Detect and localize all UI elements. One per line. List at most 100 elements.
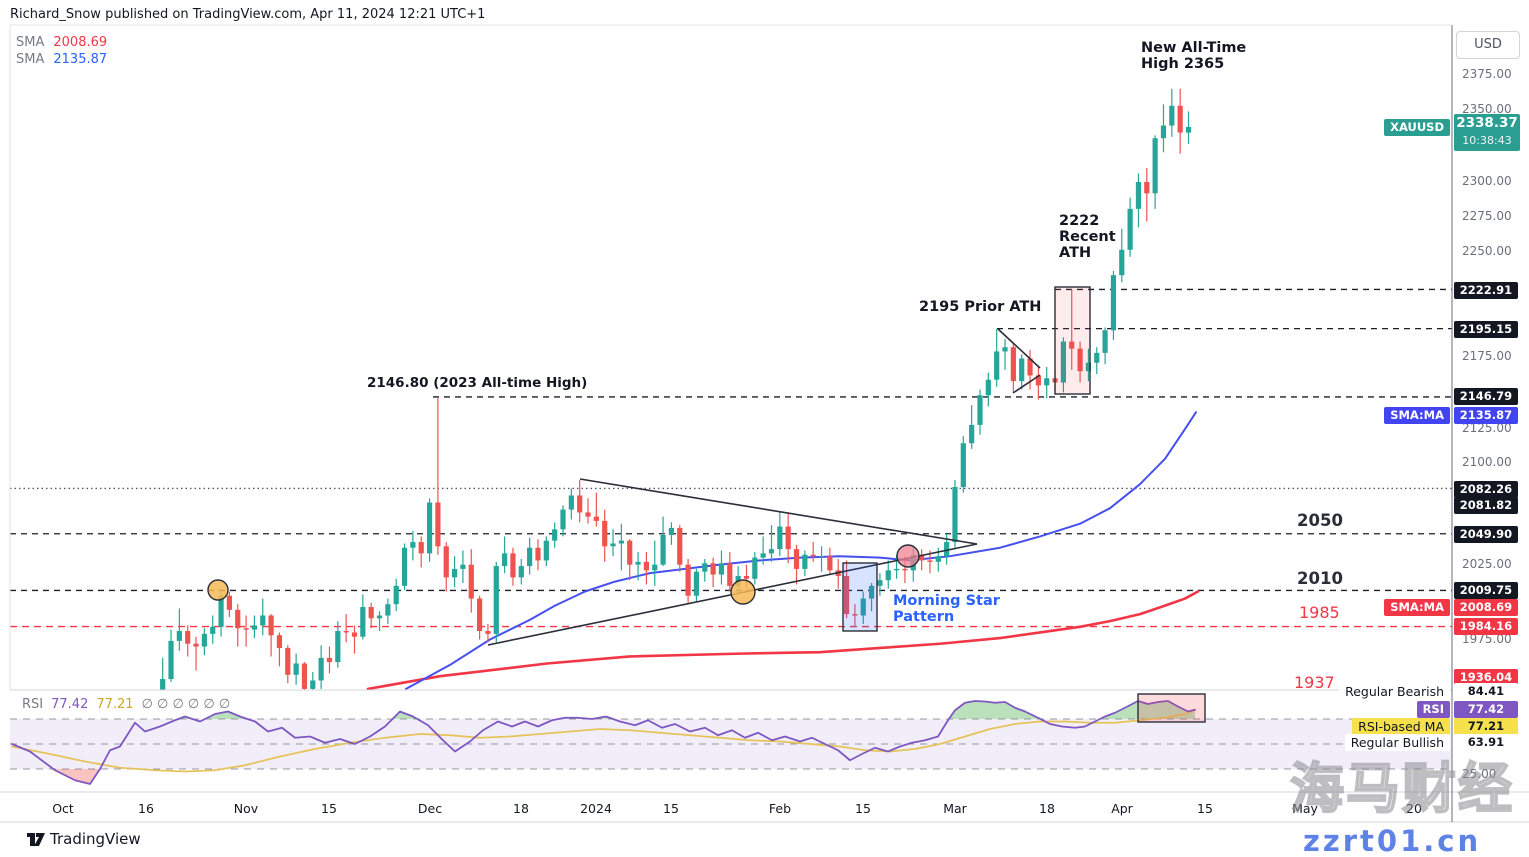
price-tag: 2082.26 xyxy=(1454,481,1518,498)
rsi-hidden-values: ∅ ∅ ∅ ∅ ∅ ∅ xyxy=(141,697,231,712)
time-axis-label: Nov xyxy=(233,801,259,816)
publish-line: Richard_Snow published on TradingView.co… xyxy=(10,7,486,22)
price-tag: 2049.90 xyxy=(1454,526,1518,543)
highlight-box[interactable] xyxy=(1054,286,1091,395)
price-tick: 2175.00 xyxy=(1462,349,1512,363)
price-tag: 2222.91 xyxy=(1454,282,1518,299)
time-axis-label: 20 xyxy=(1406,801,1422,816)
price-tag: 2008.69 xyxy=(1454,599,1518,616)
price-tag: 1936.04 xyxy=(1454,669,1518,686)
time-axis-label: 18 xyxy=(513,801,529,816)
time-axis-label: Apr xyxy=(1111,801,1133,816)
price-tag: 1984.16 xyxy=(1454,618,1518,635)
price-tick: 2100.00 xyxy=(1462,455,1512,469)
rsi-overbought-fill xyxy=(1100,701,1195,719)
legend-value: 2008.69 xyxy=(53,35,108,50)
rsi-line[interactable] xyxy=(11,700,1196,785)
time-axis-label: Mar xyxy=(943,801,967,816)
time-axis-label: Feb xyxy=(768,801,792,816)
watermark-url: zzrt01.cn xyxy=(1303,824,1482,857)
series-tag: Regular Bearish xyxy=(1339,683,1450,700)
price-tag: 2009.75 xyxy=(1454,582,1518,599)
time-axis-label: 18 xyxy=(1039,801,1055,816)
series-tag: XAUUSD xyxy=(1384,119,1450,136)
price-tick: 25.00 xyxy=(1462,767,1497,781)
rsi-value: 77.42 xyxy=(51,697,89,712)
marker-circle[interactable] xyxy=(207,579,229,601)
time-axis-label: May xyxy=(1292,801,1318,816)
price-tag: 63.91 xyxy=(1454,734,1518,751)
chart-annotation: 2010 xyxy=(1297,569,1343,588)
highlight-box[interactable] xyxy=(1137,693,1206,723)
legend-row: SMA 2135.87 xyxy=(16,51,107,68)
price-tick: 2375.00 xyxy=(1462,67,1512,81)
candles-group[interactable] xyxy=(143,88,1192,737)
rsi-overbought-fill xyxy=(205,711,248,719)
highlight-box[interactable] xyxy=(842,562,878,632)
series-tag: Regular Bullish xyxy=(1344,734,1450,751)
rsi-indicator-label: RSI xyxy=(22,697,44,712)
series-tag: SMA:MA xyxy=(1384,407,1450,424)
currency-button[interactable]: USD xyxy=(1456,31,1520,59)
tradingview-logo-icon[interactable] xyxy=(27,832,45,853)
time-axis-label: 15 xyxy=(663,801,679,816)
price-tag: 77.42 xyxy=(1454,701,1518,718)
price-tick: 2025.00 xyxy=(1462,557,1512,571)
legend-label: SMA xyxy=(16,52,45,67)
series-tag: RSI-based MA xyxy=(1352,718,1450,735)
trendline[interactable] xyxy=(1012,374,1041,394)
chart-annotation: New All-Time High 2365 xyxy=(1141,40,1247,72)
trendline[interactable] xyxy=(997,328,1041,369)
chart-annotation: 2146.80 (2023 All-time High) xyxy=(367,375,588,391)
sma-blue-line[interactable] xyxy=(405,411,1197,690)
chart-annotation: 2222 Recent ATH xyxy=(1059,213,1116,261)
tradingview-brand[interactable]: TradingView xyxy=(50,830,141,848)
series-tag: SMA:MA xyxy=(1384,599,1450,616)
legend-value: 2135.87 xyxy=(53,52,108,67)
time-axis-label: 15 xyxy=(855,801,871,816)
trendline[interactable] xyxy=(579,478,978,545)
time-axis-label: Dec xyxy=(417,801,443,816)
rsi-overbought-fill xyxy=(948,701,1041,719)
series-tag: RSI xyxy=(1416,701,1450,718)
time-axis-label: 16 xyxy=(138,801,154,816)
price-tag: 2135.87 xyxy=(1454,407,1518,424)
footer-bar: TradingView xyxy=(0,823,1529,857)
time-axis-label: 15 xyxy=(1197,801,1213,816)
chart-annotation: 2050 xyxy=(1297,511,1343,530)
chart-annotation: 1985 xyxy=(1299,603,1340,622)
rsi-oversold-fill xyxy=(53,769,100,784)
rsi-ma-value: 77.21 xyxy=(96,697,134,712)
sma-legend: SMA 2008.69 SMA 2135.87 xyxy=(16,34,107,68)
price-tick: 1975.00 xyxy=(1462,632,1512,646)
price-tag: 2146.79 xyxy=(1454,388,1518,405)
bar-countdown: 10:38:43 xyxy=(1462,134,1512,147)
last-price-tag: 2338.37 10:38:43 xyxy=(1454,114,1520,151)
price-tick: 2350.00 xyxy=(1462,102,1512,116)
price-tick: 2275.00 xyxy=(1462,209,1512,223)
publish-header: Richard_Snow published on TradingView.co… xyxy=(10,7,485,22)
price-tag: 2081.82 xyxy=(1454,497,1518,514)
chart-annotation: Morning Star Pattern xyxy=(893,593,1000,625)
chart-annotation: 1937 xyxy=(1294,673,1335,692)
time-axis-label: Oct xyxy=(52,801,74,816)
marker-circle[interactable] xyxy=(730,579,756,605)
watermark-cjk: 海马财经 xyxy=(1289,756,1514,821)
legend-label: SMA xyxy=(16,35,45,50)
sma-red-line[interactable] xyxy=(366,590,1200,690)
price-tag: 84.41 xyxy=(1454,683,1518,700)
rsi-legend: RSI 77.42 77.21 ∅ ∅ ∅ ∅ ∅ ∅ xyxy=(22,697,238,712)
last-price-value: 2338.37 xyxy=(1456,115,1518,131)
price-tag: 77.21 xyxy=(1454,718,1518,735)
price-tag: 2195.15 xyxy=(1454,321,1518,338)
legend-row: SMA 2008.69 xyxy=(16,34,107,51)
time-axis-label: 15 xyxy=(321,801,337,816)
chart-annotation: 2195 Prior ATH xyxy=(919,299,1042,315)
time-axis-label: 2024 xyxy=(580,801,612,816)
price-tick: 2125.00 xyxy=(1462,421,1512,435)
marker-circle[interactable] xyxy=(896,544,920,568)
price-tick: 2250.00 xyxy=(1462,244,1512,258)
price-tick: 2300.00 xyxy=(1462,174,1512,188)
